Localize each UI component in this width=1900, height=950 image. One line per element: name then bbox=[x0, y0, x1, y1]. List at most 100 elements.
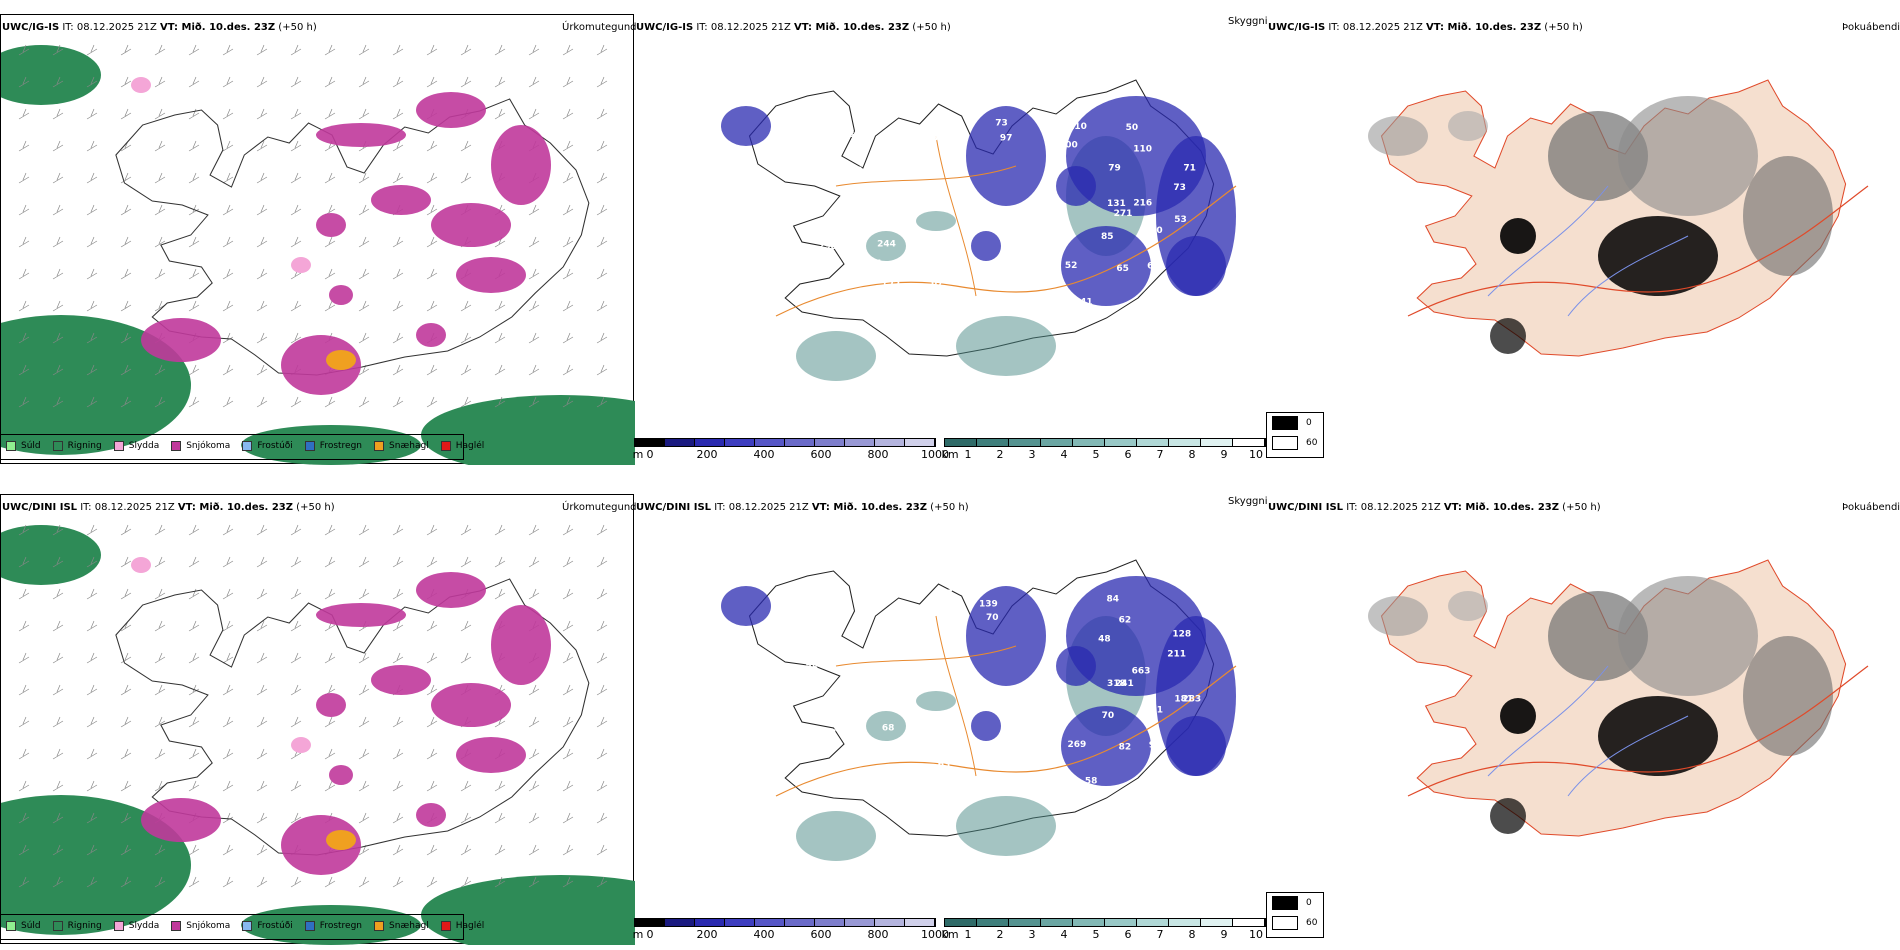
cloud-base-label: 153 bbox=[817, 222, 836, 232]
colorbar-tick: 400 bbox=[753, 928, 775, 941]
lead-time: (+50 h) bbox=[909, 22, 951, 33]
colorbar-unit: m bbox=[632, 448, 644, 461]
colorbar-cell bbox=[905, 439, 935, 446]
cloud-base-label: 767 bbox=[1023, 581, 1042, 591]
cloud-base-label: 60 bbox=[1045, 616, 1058, 626]
colorbar-tick: 7 bbox=[1156, 448, 1164, 461]
colorbar-cell bbox=[1073, 919, 1105, 926]
colorbar-tick: 6 bbox=[1124, 448, 1132, 461]
colorbar-tick: 6 bbox=[1124, 928, 1132, 941]
valid-time: VT: Mið. 10.des. 23Z bbox=[811, 502, 927, 513]
cloud-base-label: 58 bbox=[1085, 776, 1098, 786]
valid-time: VT: Mið. 10.des. 23Z bbox=[1426, 22, 1542, 33]
cloud-base-label: 55 bbox=[1009, 758, 1022, 768]
cloud-base-label: 100 bbox=[1059, 140, 1078, 150]
cloud-base-label: 300 bbox=[932, 134, 951, 144]
cloud-base-label: 318 bbox=[1107, 679, 1126, 689]
visibility-colorbar: km 1 2 3 4 5 6 7 8 9 10 bbox=[941, 918, 1266, 941]
cloud-base-label: 53 bbox=[1174, 215, 1187, 225]
lead-time: (+50 h) bbox=[275, 22, 317, 33]
cloud-base-label: 98 bbox=[847, 206, 860, 216]
colorbar-tick: 800 bbox=[867, 928, 889, 941]
cloud-base-label: 90 bbox=[966, 297, 979, 307]
precip-map-canvas bbox=[1, 524, 635, 945]
precip-map-canvas bbox=[1, 44, 635, 465]
colorbar-cell bbox=[945, 439, 977, 446]
colorbar-cell bbox=[977, 919, 1009, 926]
colorbar-tick: 8 bbox=[1188, 448, 1196, 461]
init-time: 08.12.2025 21Z bbox=[1360, 502, 1444, 513]
precip-legend: Súld Rigning Slydda Snjókoma Frostúði Frostre… bbox=[6, 441, 496, 451]
cloud-base-label: 271 bbox=[1114, 209, 1133, 219]
cloud-base-label: 63 bbox=[938, 760, 951, 770]
colorbar-tick: 8 bbox=[1188, 928, 1196, 941]
cloud-base-label: 76 bbox=[1056, 769, 1069, 779]
colorbar-tick: 4 bbox=[1060, 928, 1068, 941]
colorbar-tick: 0 bbox=[646, 928, 654, 941]
init-label: IT: bbox=[77, 502, 95, 513]
cloud-base-label: 211 bbox=[1167, 650, 1186, 660]
cloud-base-label: 73 bbox=[995, 119, 1008, 129]
cloud-base-label: 110 bbox=[1133, 144, 1152, 154]
colorbar-cell bbox=[1041, 919, 1073, 926]
precip-type-map bbox=[0, 14, 635, 465]
legend-label: Haglél bbox=[455, 441, 485, 451]
cloud-base-label: 34 bbox=[821, 708, 834, 718]
legend-swatch bbox=[171, 441, 182, 451]
model-name: UWC/DINI ISL bbox=[2, 502, 78, 513]
forecast-header: UWC/DINI ISL IT: 08.12.2025 21Z VT: Mið.… bbox=[1268, 502, 1601, 513]
cloud-base-label: 184 bbox=[863, 259, 882, 269]
cloud-base-label: 62 bbox=[889, 763, 902, 773]
init-time: 08.12.2025 21Z bbox=[76, 22, 161, 33]
cloud-base-label: 93 bbox=[842, 130, 855, 140]
model-name: UWC/DINI ISL bbox=[1268, 502, 1344, 513]
fog-legend-item: 0 bbox=[1267, 893, 1323, 913]
cloud-base-label: 663 bbox=[1132, 666, 1151, 676]
cloud-base-label: 57 bbox=[940, 589, 953, 599]
forecast-header: UWC/DINI ISL IT: 08.12.2025 21Z VT: Mið.… bbox=[2, 502, 335, 513]
colorbar-strip bbox=[944, 438, 1266, 447]
visibility-map: 131 53 60 85 69 65 52 41 56 77 59 90 67 105 122 184 244 2… bbox=[636, 36, 1266, 436]
legend-swatch bbox=[374, 441, 385, 451]
panel-title: Þokuábendi bbox=[1842, 22, 1900, 33]
panel-title: Skyggni bbox=[1228, 496, 1268, 507]
cloud-base-label: 72 bbox=[921, 618, 934, 628]
legend-item-frostúði: Frostúði bbox=[242, 921, 293, 931]
colorbar-cell bbox=[755, 919, 785, 926]
colorbar-cell bbox=[1009, 919, 1041, 926]
colorbar-unit: m bbox=[632, 928, 644, 941]
cloud-base-label: 85 bbox=[1101, 232, 1114, 242]
model-name: UWC/IG-IS bbox=[636, 22, 694, 33]
colorbar-tick: 7 bbox=[1156, 928, 1164, 941]
cloud-base-label: 62 bbox=[1119, 615, 1132, 625]
colorbar-tick: 400 bbox=[753, 448, 775, 461]
colorbar-tick: 0 bbox=[646, 448, 654, 461]
cloud-base-label: 84 bbox=[1107, 595, 1120, 605]
colorbar-cell bbox=[1009, 439, 1041, 446]
cloud-base-label: 79 bbox=[895, 582, 908, 592]
model-name: UWC/IG-IS bbox=[2, 22, 60, 33]
legend-item-snæhagl: Snæhagl bbox=[374, 441, 429, 451]
init-time: 08.12.2025 21Z bbox=[710, 22, 795, 33]
cloud-base-label: 52 bbox=[886, 647, 899, 657]
cloud-base-label: 82 bbox=[973, 777, 986, 787]
fog-legend-swatch bbox=[1272, 416, 1298, 430]
legend-label: Slydda bbox=[128, 441, 160, 451]
colorbar-tick: 5 bbox=[1092, 448, 1100, 461]
cloud-base-label: 82 bbox=[1119, 743, 1132, 753]
legend-item-slydda: Slydda bbox=[113, 921, 159, 931]
colorbar-cell bbox=[725, 919, 755, 926]
legend-label: Frostregn bbox=[319, 441, 363, 451]
legend-item-snjókoma: Snjókoma bbox=[171, 441, 230, 451]
colorbar-cell bbox=[1105, 439, 1137, 446]
legend-item-frostúði: Frostúði bbox=[242, 441, 293, 451]
fog-legend-item: 60 bbox=[1267, 913, 1323, 933]
colorbar-tick: 1 bbox=[964, 448, 972, 461]
cloud-base-label: 55 bbox=[809, 176, 822, 186]
fog-legend: 0 60 bbox=[1266, 412, 1324, 458]
cloud-base-label: 41 bbox=[1080, 298, 1093, 308]
cloud-base-label: 68 bbox=[882, 723, 895, 733]
fog-legend-swatch bbox=[1272, 436, 1298, 450]
colorbar-cell bbox=[755, 439, 785, 446]
